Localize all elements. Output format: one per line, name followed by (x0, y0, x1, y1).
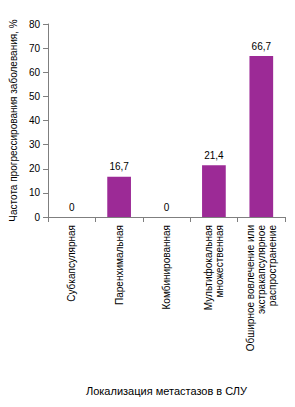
svg-text:Частота прогрессирования забол: Частота прогрессирования заболевания, % (8, 19, 19, 221)
svg-text:16,7: 16,7 (109, 161, 129, 172)
svg-text:Мультифокальная: Мультифокальная (203, 225, 214, 310)
svg-text:Локализация метастазов в СЛУ: Локализация метастазов в СЛУ (86, 385, 248, 397)
svg-text:30: 30 (29, 139, 41, 150)
svg-text:66,7: 66,7 (252, 41, 272, 52)
svg-text:0: 0 (69, 202, 75, 213)
svg-text:80: 80 (29, 19, 41, 30)
svg-text:50: 50 (29, 91, 41, 102)
svg-text:40: 40 (29, 115, 41, 126)
svg-text:Паренхимальная: Паренхимальная (114, 225, 125, 305)
svg-text:экстракапсулярное: экстракапсулярное (256, 225, 267, 315)
svg-text:0: 0 (34, 212, 40, 223)
svg-text:Субкапсулярная: Субкапсулярная (66, 225, 77, 302)
svg-text:0: 0 (164, 202, 170, 213)
svg-text:множественная: множественная (214, 225, 225, 297)
svg-text:21,4: 21,4 (204, 150, 224, 161)
svg-text:Комбинированная: Комбинированная (161, 225, 172, 309)
svg-text:10: 10 (29, 187, 41, 198)
svg-text:Обширное вовлечение или: Обширное вовлечение или (245, 225, 256, 351)
svg-text:распространение: распространение (267, 225, 278, 307)
svg-text:20: 20 (29, 163, 41, 174)
svg-text:70: 70 (29, 43, 41, 54)
svg-text:60: 60 (29, 67, 41, 78)
